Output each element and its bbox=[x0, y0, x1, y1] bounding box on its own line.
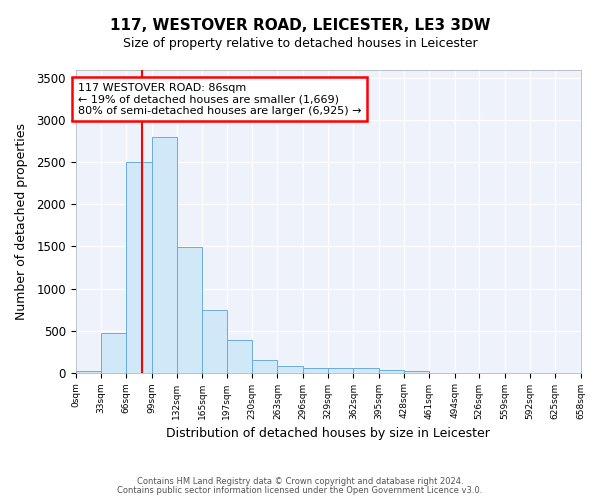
Text: 117 WESTOVER ROAD: 86sqm
← 19% of detached houses are smaller (1,669)
80% of sem: 117 WESTOVER ROAD: 86sqm ← 19% of detach… bbox=[78, 82, 361, 116]
Text: Size of property relative to detached houses in Leicester: Size of property relative to detached ho… bbox=[122, 38, 478, 51]
Bar bbox=[379, 370, 404, 372]
Bar bbox=[152, 137, 177, 372]
Bar bbox=[328, 368, 353, 372]
Bar bbox=[76, 371, 101, 372]
Text: Contains public sector information licensed under the Open Government Licence v3: Contains public sector information licen… bbox=[118, 486, 482, 495]
Bar bbox=[202, 310, 227, 372]
Bar bbox=[404, 371, 430, 372]
Bar bbox=[252, 360, 277, 372]
X-axis label: Distribution of detached houses by size in Leicester: Distribution of detached houses by size … bbox=[166, 427, 490, 440]
Bar bbox=[277, 366, 303, 372]
Bar bbox=[353, 368, 379, 372]
Y-axis label: Number of detached properties: Number of detached properties bbox=[15, 123, 28, 320]
Bar bbox=[127, 162, 152, 372]
Bar bbox=[177, 248, 202, 372]
Bar bbox=[101, 332, 127, 372]
Bar bbox=[303, 368, 328, 372]
Bar bbox=[227, 340, 252, 372]
Text: 117, WESTOVER ROAD, LEICESTER, LE3 3DW: 117, WESTOVER ROAD, LEICESTER, LE3 3DW bbox=[110, 18, 490, 32]
Text: Contains HM Land Registry data © Crown copyright and database right 2024.: Contains HM Land Registry data © Crown c… bbox=[137, 477, 463, 486]
